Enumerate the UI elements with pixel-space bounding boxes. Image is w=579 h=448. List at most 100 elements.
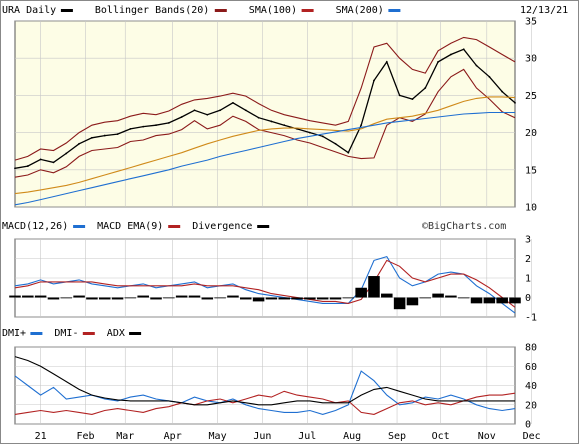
divergence-bar — [240, 297, 252, 300]
x-tick-label: Jul — [298, 431, 316, 442]
dmi-y-tick-label: 40 — [525, 381, 537, 392]
price-point — [91, 136, 93, 139]
divergence-bar — [188, 295, 201, 298]
dmi-y-tick-label: 20 — [525, 400, 537, 411]
dmi-legend-label: DMI- — [54, 328, 78, 339]
macd-legend-label: MACD(12,26) — [2, 221, 68, 232]
macd-legend-swatch — [168, 225, 181, 228]
dmi-legend-swatch — [129, 332, 142, 335]
divergence-bar — [60, 297, 73, 299]
price-y-tick-label: 30 — [525, 54, 537, 65]
x-tick-label: Nov — [478, 431, 496, 442]
dmi-y-tick-label: 0 — [525, 420, 531, 431]
divergence-bar — [342, 297, 355, 299]
price-point — [232, 101, 234, 104]
divergence-bar — [304, 297, 316, 300]
divergence-bar — [291, 297, 303, 300]
divergence-bar — [34, 295, 47, 298]
price-legend-label: SMA(200) — [336, 5, 384, 16]
divergence-bar — [457, 297, 470, 299]
divergence-bar — [393, 297, 406, 310]
price-legend-swatch — [301, 9, 314, 12]
price-legend-label: SMA(100) — [249, 5, 297, 16]
price-point — [78, 142, 81, 145]
dmi-series-dmi- — [14, 390, 516, 415]
dmi-series-adx — [14, 356, 515, 406]
dmi-legend-label: DMI+ — [2, 328, 26, 339]
macd-legend-swatch — [257, 225, 270, 228]
x-tick-label: Dec — [523, 431, 541, 442]
macd-series-macd-ema-9- — [14, 259, 516, 308]
price-point — [26, 165, 29, 167]
divergence-bar — [483, 297, 496, 304]
price-point — [321, 135, 324, 138]
divergence-bar — [432, 293, 444, 298]
x-tick-label: Jun — [253, 431, 271, 442]
price-series-bollinger-lower — [14, 68, 516, 178]
divergence-bar — [227, 295, 239, 298]
price-point — [129, 127, 132, 130]
divergence-bar — [22, 295, 34, 298]
x-tick-label: Apr — [164, 431, 182, 442]
divergence-bar — [73, 295, 85, 298]
price-point — [193, 109, 196, 112]
x-tick-label: Sep — [388, 431, 406, 442]
divergence-bar — [329, 297, 342, 300]
price-point — [167, 122, 170, 124]
price-point — [308, 131, 311, 134]
price-point — [180, 116, 183, 118]
price-point — [398, 94, 401, 97]
price-point — [116, 133, 119, 135]
chart-date-label: 12/13/21 — [520, 5, 568, 16]
divergence-bar — [381, 293, 393, 298]
divergence-bar — [124, 297, 137, 299]
macd-legend-label: MACD EMA(9) — [97, 221, 163, 232]
price-point — [270, 120, 273, 123]
divergence-bar — [111, 297, 124, 300]
price-point — [52, 161, 55, 164]
price-y-tick-label: 10 — [525, 203, 537, 214]
macd-y-tick-label: 2 — [525, 254, 531, 265]
divergence-bar — [265, 297, 278, 300]
price-legend-swatch — [60, 9, 73, 12]
dmi-legend-swatch — [30, 332, 43, 335]
price-point — [514, 101, 516, 104]
price-point — [462, 48, 465, 51]
price-legend-label: Bollinger Bands(20) — [95, 5, 209, 16]
divergence-bar — [9, 295, 21, 298]
divergence-bar — [316, 297, 329, 300]
divergence-bar — [368, 276, 380, 298]
divergence-bar — [496, 297, 508, 304]
divergence-bar — [406, 297, 419, 306]
price-point — [219, 109, 222, 112]
dmi-legend-swatch — [82, 332, 95, 335]
divergence-bar — [355, 287, 367, 298]
x-tick-label: Oct — [432, 431, 450, 442]
x-tick-label: Mar — [116, 431, 134, 442]
divergence-bar — [47, 297, 60, 300]
price-series-sma-100- — [14, 96, 516, 195]
price-point — [14, 167, 16, 170]
dmi-legend-label: ADX — [107, 328, 125, 339]
x-tick-label: 21 — [35, 431, 47, 442]
divergence-bar — [470, 297, 483, 304]
price-point — [475, 64, 478, 67]
x-tick-label: May — [209, 431, 227, 442]
macd-y-tick-label: 0 — [525, 293, 531, 304]
price-point — [385, 61, 388, 63]
price-point — [244, 109, 247, 112]
divergence-bar — [98, 297, 111, 300]
price-point — [488, 75, 491, 78]
divergence-bar — [419, 297, 432, 299]
divergence-bar — [214, 297, 226, 299]
price-legend-label: URA Daily — [2, 5, 56, 16]
price-point — [257, 116, 260, 119]
divergence-bar — [509, 297, 521, 304]
divergence-bar — [150, 297, 162, 300]
dmi-y-tick-label: 80 — [525, 343, 537, 354]
price-point — [283, 124, 286, 127]
divergence-bar — [86, 297, 98, 300]
divergence-bar — [445, 295, 457, 298]
